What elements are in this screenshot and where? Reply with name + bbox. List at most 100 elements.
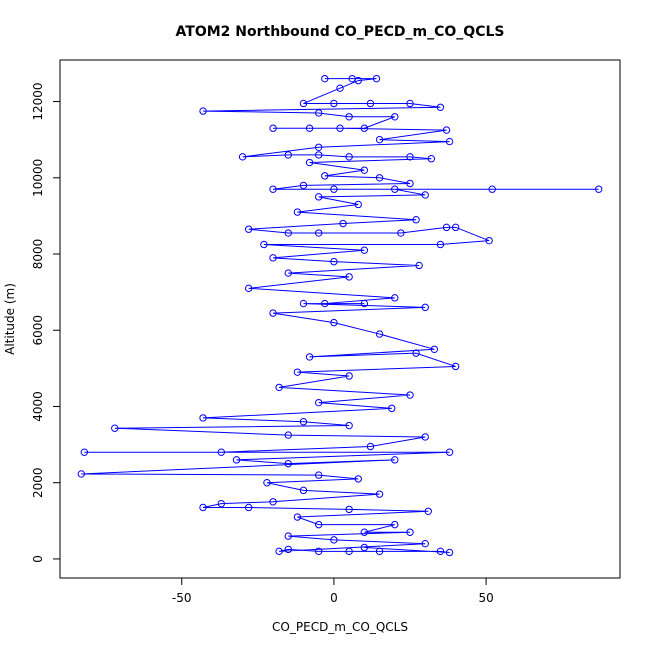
data-point xyxy=(345,505,353,514)
data-point xyxy=(354,76,362,85)
data-point xyxy=(427,155,436,163)
data-point xyxy=(360,166,369,174)
data-point xyxy=(412,349,420,357)
data-point xyxy=(314,398,323,407)
data-point xyxy=(406,153,414,161)
data-point xyxy=(336,84,344,92)
data-point xyxy=(321,74,329,83)
data-point xyxy=(345,153,353,161)
data-point xyxy=(314,143,323,151)
data-point xyxy=(293,513,302,521)
data-point xyxy=(442,223,451,232)
data-point xyxy=(314,471,323,479)
data-point xyxy=(199,107,207,115)
x-axis-label: CO_PECD_m_CO_QCLS xyxy=(272,620,408,634)
data-point xyxy=(305,158,314,167)
data-point xyxy=(330,318,338,327)
data-point xyxy=(336,124,344,132)
data-point xyxy=(451,362,460,371)
data-point xyxy=(299,486,308,495)
data-point xyxy=(375,330,384,338)
data-point xyxy=(391,520,399,529)
data-point xyxy=(321,299,329,308)
data-point xyxy=(406,391,414,399)
data-point xyxy=(354,200,362,209)
data-point xyxy=(442,126,451,134)
data-point xyxy=(354,475,362,483)
data-point xyxy=(238,153,247,161)
data-point xyxy=(269,498,277,506)
data-point xyxy=(445,548,454,557)
data-point xyxy=(445,448,454,456)
x-tick-label: 50 xyxy=(478,591,493,605)
data-point xyxy=(314,520,323,529)
x-tick-label: -50 xyxy=(172,591,192,605)
data-point xyxy=(263,479,271,487)
data-line xyxy=(81,78,599,553)
data-point xyxy=(269,185,277,193)
data-point xyxy=(111,424,119,432)
data-point xyxy=(321,172,329,180)
data-point xyxy=(345,113,353,121)
data-point xyxy=(199,414,207,422)
data-point xyxy=(299,418,308,426)
data-point xyxy=(372,74,381,83)
data-point xyxy=(430,345,439,354)
plot-frame xyxy=(59,59,621,579)
data-point xyxy=(314,109,323,117)
data-point xyxy=(330,257,338,266)
data-point xyxy=(199,503,207,512)
data-point xyxy=(360,528,369,536)
data-point xyxy=(375,135,384,144)
data-point xyxy=(421,303,429,312)
data-point xyxy=(391,185,399,193)
data-point xyxy=(305,353,314,361)
data-point xyxy=(260,240,268,249)
y-tick-label: 6000 xyxy=(31,315,45,346)
data-point xyxy=(269,254,277,262)
y-tick-label: 8000 xyxy=(31,239,45,270)
data-point xyxy=(406,99,414,108)
y-tick-label: 0 xyxy=(31,555,45,563)
data-point xyxy=(269,309,277,317)
data-point xyxy=(80,448,89,456)
data-point xyxy=(293,368,302,376)
data-point xyxy=(345,547,353,556)
data-point xyxy=(366,442,375,451)
data-point xyxy=(330,99,338,108)
data-point xyxy=(330,536,338,544)
data-point xyxy=(284,269,292,277)
data-point xyxy=(391,294,399,302)
data-point xyxy=(436,547,445,556)
data-point xyxy=(244,503,253,512)
data-point xyxy=(284,431,292,439)
data-point xyxy=(485,236,493,245)
data-point xyxy=(391,113,399,121)
data-point xyxy=(406,179,414,188)
data-point xyxy=(375,490,384,498)
data-point xyxy=(284,151,292,159)
data-point xyxy=(345,372,353,380)
data-point xyxy=(339,219,347,228)
data-point xyxy=(375,174,384,182)
data-point xyxy=(360,299,369,308)
data-point xyxy=(424,507,432,515)
data-point xyxy=(445,137,454,146)
data-point xyxy=(275,547,283,556)
data-point xyxy=(366,99,375,108)
chart-title: ATOM2 Northbound CO_PECD_m_CO_QCLS xyxy=(176,24,505,40)
data-point xyxy=(345,421,353,430)
data-point xyxy=(360,246,369,254)
data-point xyxy=(406,528,414,536)
data-point xyxy=(388,404,396,413)
data-point xyxy=(217,499,226,508)
data-point xyxy=(77,470,86,478)
data-point xyxy=(330,185,338,193)
data-point xyxy=(314,193,323,201)
data-point xyxy=(360,543,369,552)
data-point xyxy=(217,448,226,456)
data-point xyxy=(421,191,429,199)
data-point xyxy=(421,539,429,548)
data-point xyxy=(299,99,308,108)
